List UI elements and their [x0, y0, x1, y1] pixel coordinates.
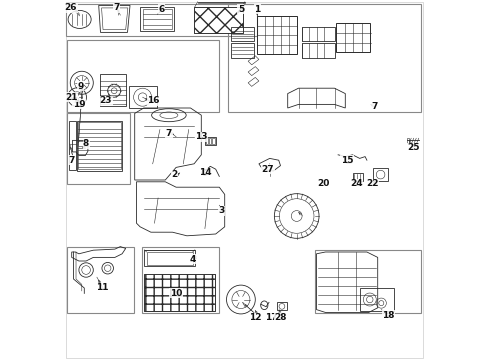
Bar	[144, 250, 194, 266]
Text: 4: 4	[189, 255, 195, 264]
Text: 21: 21	[65, 93, 78, 102]
Bar	[142, 9, 171, 29]
Bar	[140, 7, 174, 31]
Text: 20: 20	[317, 179, 329, 188]
Text: 26: 26	[64, 3, 77, 12]
Bar	[144, 274, 214, 311]
Text: 5: 5	[237, 4, 244, 13]
Bar	[146, 252, 192, 265]
Bar	[276, 302, 286, 310]
Bar	[302, 27, 334, 41]
Bar	[336, 23, 370, 52]
Text: 15: 15	[340, 156, 353, 165]
Bar	[197, 2, 244, 3]
Bar	[212, 138, 214, 144]
Bar	[78, 122, 121, 169]
Bar	[67, 247, 134, 313]
Bar	[67, 113, 130, 184]
Bar	[204, 137, 215, 145]
Bar	[352, 173, 363, 181]
Text: 2: 2	[171, 170, 177, 179]
Text: 16: 16	[147, 96, 160, 105]
Text: 6: 6	[158, 4, 164, 13]
Text: 7: 7	[165, 129, 172, 138]
Bar	[77, 121, 122, 171]
Text: 25: 25	[407, 143, 419, 152]
Bar	[194, 7, 242, 33]
Text: 11: 11	[96, 284, 108, 292]
Bar	[101, 74, 126, 106]
Bar	[209, 138, 211, 144]
Bar	[67, 40, 218, 112]
Text: 23: 23	[100, 96, 112, 105]
Bar	[406, 138, 408, 143]
Bar	[194, 7, 242, 33]
Bar	[142, 247, 219, 313]
Bar	[144, 274, 214, 311]
Text: 19: 19	[72, 100, 85, 109]
Bar	[314, 250, 420, 313]
Text: 12: 12	[248, 313, 261, 322]
Text: 7: 7	[68, 156, 75, 165]
Bar	[230, 27, 254, 41]
Text: 13: 13	[195, 132, 207, 141]
Text: 7: 7	[113, 3, 120, 12]
Bar	[359, 288, 393, 311]
Text: 7: 7	[370, 102, 377, 111]
Text: 27: 27	[261, 165, 274, 174]
Bar	[205, 138, 208, 144]
Text: 1: 1	[253, 4, 260, 13]
Text: 10: 10	[169, 289, 182, 298]
Bar	[373, 168, 387, 181]
Text: 28: 28	[274, 313, 286, 322]
Bar	[257, 16, 296, 54]
Bar	[302, 43, 334, 58]
Text: 22: 22	[366, 179, 378, 188]
Text: 14: 14	[198, 168, 211, 177]
Bar	[128, 86, 156, 108]
Text: 9: 9	[78, 82, 84, 91]
Bar	[230, 43, 254, 58]
Bar	[69, 121, 76, 170]
Text: 24: 24	[349, 179, 362, 188]
Text: 8: 8	[83, 139, 89, 148]
Bar	[228, 4, 420, 112]
Text: 17: 17	[264, 313, 277, 322]
Bar	[66, 4, 257, 36]
Text: 18: 18	[382, 310, 394, 320]
Text: 3: 3	[218, 206, 224, 215]
